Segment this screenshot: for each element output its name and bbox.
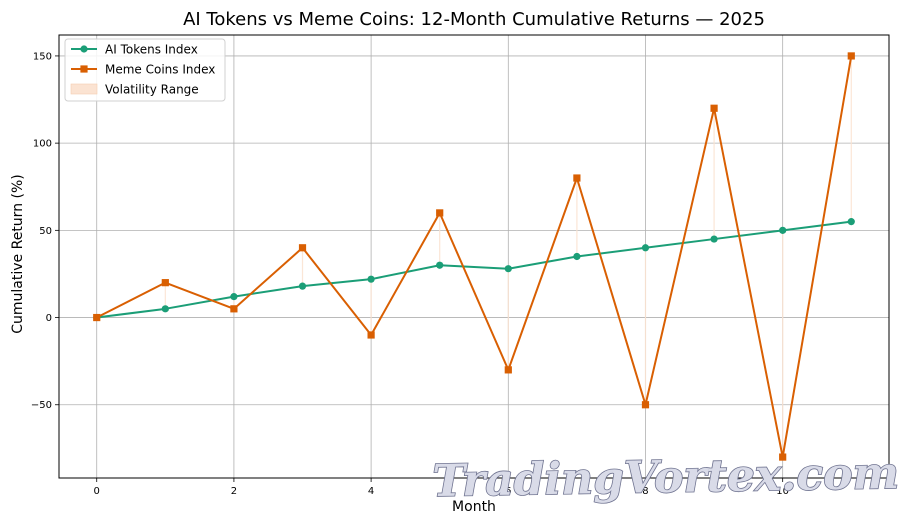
volatility-range-bar: [507, 268, 509, 370]
ai-tokens-point: [436, 261, 444, 269]
y-tick-label: −50: [31, 400, 52, 411]
x-axis-ticks: 0 2 4 6 8 10: [94, 478, 789, 497]
series-markers: [93, 52, 855, 461]
meme-coins-point: [161, 279, 169, 287]
volatility-range-bar: [233, 296, 235, 309]
watermark: TradingVortex.com: [432, 448, 899, 507]
x-tick-label: 0: [94, 486, 100, 497]
y-tick-label: 50: [39, 226, 52, 237]
ai-tokens-point: [504, 265, 512, 273]
volatility-range-bar: [850, 55, 852, 222]
meme-coins-point: [779, 453, 787, 461]
ai-tokens-point: [847, 218, 855, 226]
x-tick-label: 6: [505, 486, 511, 497]
meme-coins-point: [847, 52, 855, 60]
legend-label: Meme Coins Index: [105, 63, 215, 77]
meme-coins-point: [298, 244, 307, 252]
volatility-range-bar: [644, 247, 647, 405]
ai-tokens-point: [161, 305, 169, 313]
legend-swatch-marker: [80, 65, 88, 73]
meme-coins-point: [367, 331, 375, 339]
meme-coins-point: [573, 174, 581, 182]
ai-tokens-point: [298, 282, 307, 290]
legend: AI Tokens Index Meme Coins Index Volatilit…: [64, 38, 226, 102]
legend-box: [64, 38, 226, 102]
volatility-range-bar: [713, 108, 715, 240]
y-axis-label: Cumulative Return (%): [10, 174, 26, 334]
volatility-range-lines: [164, 55, 852, 458]
plot-frame: [58, 34, 890, 479]
meme-coins-line: [96, 55, 853, 459]
volatility-range-bar: [301, 247, 304, 287]
y-tick-label: 150: [33, 51, 52, 62]
x-tick-label: 10: [776, 486, 789, 497]
ai-tokens-point: [230, 293, 238, 301]
volatility-range-bar: [164, 282, 166, 309]
volatility-range-bar: [782, 230, 784, 458]
volatility-range-bar: [576, 178, 578, 257]
meme-coins-point: [436, 209, 444, 217]
y-tick-label: 0: [46, 313, 52, 324]
y-tick-label: 100: [33, 139, 52, 150]
meme-coins-point: [230, 305, 238, 313]
ai-tokens-line: [96, 220, 852, 319]
meme-coins-point: [710, 104, 718, 112]
ai-tokens-point: [367, 275, 375, 283]
legend-label: Volatility Range: [105, 83, 199, 97]
ai-tokens-point: [779, 226, 787, 234]
ai-tokens-point: [573, 252, 581, 261]
meme-coins-point: [504, 366, 512, 374]
x-tick-label: 2: [231, 486, 237, 497]
x-axis-label: Month: [452, 499, 496, 515]
meme-coins-point: [93, 313, 101, 322]
y-axis-ticks: −50 0 50 100 150: [31, 51, 59, 411]
series-lines: [96, 55, 853, 459]
x-tick-label: 8: [642, 486, 648, 497]
ai-tokens-point: [710, 235, 718, 243]
volatility-range-bar: [439, 212, 441, 266]
x-tick-label: 4: [368, 486, 374, 497]
legend-swatch-patch: [70, 83, 98, 95]
ai-tokens-point: [641, 244, 650, 252]
meme-coins-point: [641, 401, 650, 409]
volatility-range-bar: [370, 279, 372, 335]
legend-label: AI Tokens Index: [105, 43, 198, 57]
legend-swatch-marker: [80, 45, 88, 53]
chart-title: AI Tokens vs Meme Coins: 12-Month Cumula…: [183, 9, 765, 30]
